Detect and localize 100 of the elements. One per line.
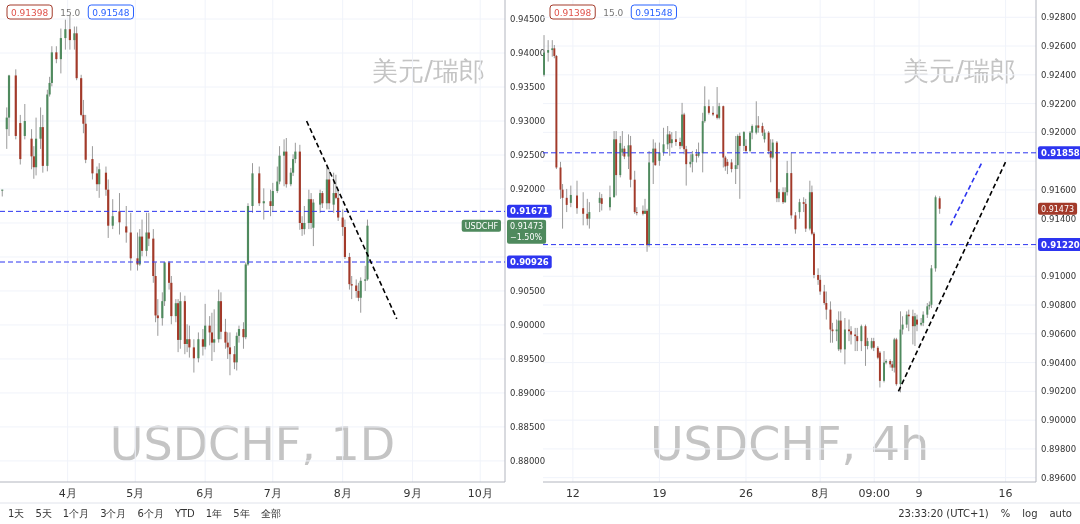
x-tick-label: 6月: [196, 487, 215, 500]
x-tick-label: 09:00: [858, 487, 891, 500]
annotation: 美元/瑞郎: [372, 56, 485, 86]
candlestick: [662, 127, 665, 157]
y-tick-label: 0.92500: [510, 150, 546, 160]
ref-line-label: 0.91858: [1041, 147, 1080, 158]
text: 6个月: [137, 508, 164, 519]
candlestick: [303, 205, 306, 236]
candlestick: [742, 130, 745, 152]
y-tick-label: 0.90000: [510, 319, 546, 330]
y-tick-label: 0.93500: [510, 82, 546, 93]
x-tick-label: 9月: [403, 487, 422, 500]
y-tick-label: 0.92200: [1041, 98, 1077, 109]
annotation: 15.0: [603, 7, 624, 18]
candlestick: [794, 211, 797, 235]
text: 3个月: [100, 508, 127, 519]
candlestick: [738, 132, 741, 200]
text: 1个月: [62, 508, 90, 519]
candlestick: [68, 14, 71, 51]
x-tick-label: 4月: [58, 487, 77, 500]
x-tick-label: 8月: [811, 487, 830, 500]
y-tick-label: 0.90600: [1041, 328, 1077, 339]
y-tick-label: 0.92000: [1041, 127, 1077, 138]
y-tick-label: 0.89600: [1041, 472, 1077, 483]
x-tick-label: 12: [565, 487, 580, 500]
annotation: USDCHF, 1D: [109, 417, 396, 471]
text: 5年: [233, 508, 250, 519]
x-tick-label: 8月: [333, 487, 352, 500]
annotation: 0.91398: [11, 7, 49, 18]
ref-line-label: 0.90926: [510, 257, 549, 268]
annotation: 0.91398: [554, 7, 592, 18]
candlestick: [307, 189, 310, 230]
y-tick-label: 0.88500: [510, 421, 546, 432]
candlestick: [712, 105, 714, 117]
text: 0.91473: [1041, 204, 1075, 214]
text: 全部: [260, 508, 281, 519]
text: auto: [1049, 508, 1072, 519]
candlestick: [843, 317, 846, 365]
candlestick: [860, 324, 863, 352]
y-tick-label: 0.88000: [510, 455, 546, 466]
y-tick-label: 0.91000: [1041, 271, 1077, 282]
candlestick: [359, 276, 362, 314]
y-tick-label: 0.89800: [1041, 443, 1077, 454]
ref-line-label: 0.91220: [1041, 239, 1080, 250]
text: log: [1022, 508, 1038, 519]
y-tick-label: 0.90200: [1041, 386, 1077, 397]
y-tick-label: 0.90400: [1041, 357, 1077, 368]
text: 1天: [8, 508, 25, 519]
y-tick-label: 0.92000: [510, 183, 546, 194]
x-tick-label: 16: [998, 487, 1013, 500]
candlestick: [883, 350, 885, 383]
candlestick: [652, 138, 655, 185]
y-tick-label: 0.92600: [1041, 41, 1077, 52]
annotation: USDCHF, 4h: [649, 417, 930, 471]
candlestick: [59, 28, 62, 74]
y-tick-label: 0.91400: [1041, 213, 1077, 224]
x-tick-label: 5月: [126, 487, 145, 500]
candlestick: [674, 130, 677, 147]
y-tick-label: 0.94000: [510, 48, 546, 59]
candlestick: [913, 312, 916, 347]
candlestick: [262, 187, 265, 221]
text: 23:33:20 (UTC+1): [898, 508, 989, 519]
y-tick-label: 0.92400: [1041, 69, 1077, 80]
candlestick: [707, 99, 710, 116]
x-tick-label: 26: [738, 487, 753, 500]
y-tick-label: 0.92800: [1041, 12, 1077, 23]
candlestick: [192, 338, 195, 374]
annotation: 15.0: [60, 7, 81, 18]
x-tick-label: 10月: [467, 487, 493, 500]
x-tick-label: 7月: [263, 487, 282, 500]
candlestick: [197, 331, 200, 363]
x-tick-label: 9: [915, 487, 923, 500]
text: 1年: [205, 508, 223, 519]
candlestick: [911, 309, 914, 345]
annotation: USDCHF: [464, 221, 499, 231]
y-tick-label: 0.89500: [510, 353, 546, 364]
annotation: 0.91548: [92, 7, 130, 18]
candlestick: [734, 135, 737, 185]
candlestick: [111, 198, 114, 230]
candlestick: [64, 19, 67, 51]
candlestick: [332, 172, 335, 214]
text: YTD: [173, 508, 196, 519]
y-tick-label: 0.89000: [510, 387, 546, 398]
annotation: 0.91548: [635, 7, 673, 18]
annotation: 美元/瑞郎: [903, 56, 1016, 86]
y-tick-label: 0.93000: [510, 116, 546, 127]
candlestick: [91, 145, 94, 180]
x-tick-label: 19: [652, 487, 667, 500]
candlestick: [125, 205, 128, 244]
y-tick-label: 0.91600: [1041, 184, 1077, 195]
candlestick: [23, 103, 26, 140]
candlestick: [328, 168, 331, 210]
candlestick: [98, 162, 101, 199]
candlestick: [145, 212, 148, 257]
candlestick: [848, 319, 850, 342]
y-tick-label: 0.90000: [1041, 415, 1077, 426]
candlestick: [118, 192, 121, 236]
annotation: 0.91473 −1.50%: [510, 221, 546, 242]
text: 5天: [35, 508, 52, 519]
candlestick: [609, 185, 611, 211]
